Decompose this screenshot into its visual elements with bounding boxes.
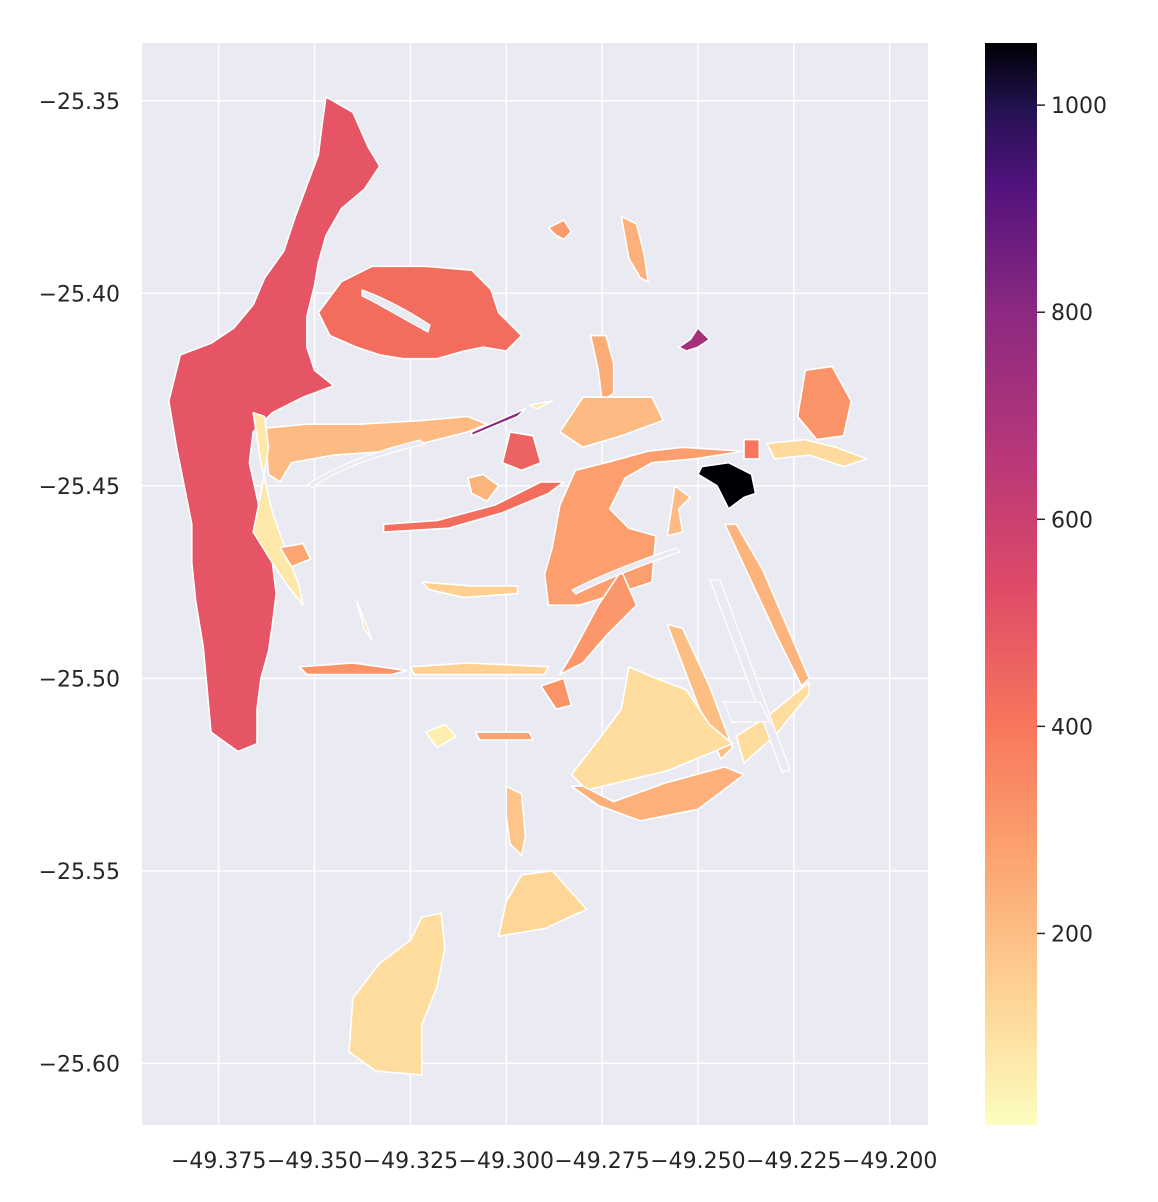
region-12 xyxy=(298,662,408,676)
colorbar-tick-label-0: 200 xyxy=(1051,922,1093,947)
x-tick-label-3: −49.300 xyxy=(459,1149,554,1174)
region-3 xyxy=(501,431,542,472)
region-holes xyxy=(307,289,791,773)
region-22 xyxy=(559,569,638,676)
x-tick-label-5: −49.250 xyxy=(650,1149,745,1174)
colorbar-ticks: 200 400 600 800 1000 xyxy=(1037,94,1107,947)
road-gap xyxy=(307,439,427,489)
y-tick-label-1: −25.40 xyxy=(39,282,120,307)
colorbar-tick-label-4: 1000 xyxy=(1051,94,1107,119)
region-1 xyxy=(317,265,523,360)
y-tick-label-5: −25.60 xyxy=(39,1052,120,1077)
region-21 xyxy=(543,446,745,606)
region-23 xyxy=(540,677,573,710)
region-9 xyxy=(467,473,500,502)
region-6 xyxy=(252,411,304,606)
map-regions xyxy=(168,96,868,1076)
region-27 xyxy=(796,365,853,441)
y-tick-label-2: −25.45 xyxy=(39,475,120,500)
region-19 xyxy=(678,327,711,352)
x-tick-label-7: −49.200 xyxy=(842,1149,937,1174)
x-tick-label-2: −49.325 xyxy=(363,1149,458,1174)
region-35 xyxy=(497,870,588,938)
y-tick-label-4: −25.55 xyxy=(39,860,120,885)
region-16 xyxy=(547,219,573,241)
x-tick-label-6: −49.225 xyxy=(746,1149,841,1174)
region-34 xyxy=(505,785,527,857)
region-2 xyxy=(263,415,488,483)
lake-hole xyxy=(361,289,431,333)
y-tick-label-0: −25.35 xyxy=(39,90,120,115)
x-tick-label-4: −49.275 xyxy=(554,1149,649,1174)
region-36 xyxy=(348,912,446,1076)
region-33 xyxy=(570,766,745,822)
x-tick-label-0: −49.375 xyxy=(171,1149,266,1174)
region-26 xyxy=(743,438,761,460)
colorbar-tick-label-1: 400 xyxy=(1051,715,1093,740)
region-24 xyxy=(666,485,692,537)
region-31 xyxy=(570,666,734,791)
region-7 xyxy=(279,542,312,568)
region-20 xyxy=(559,396,665,449)
region-0 xyxy=(168,96,381,753)
region-4 xyxy=(470,408,527,437)
region-8 xyxy=(382,481,565,533)
x-tick-label-1: −49.350 xyxy=(267,1149,362,1174)
region-10 xyxy=(421,581,519,599)
region-18 xyxy=(589,334,615,402)
x-axis-ticks: −49.375 −49.350 −49.325 −49.300 −49.275 −49.2… xyxy=(171,1149,937,1174)
region-30 xyxy=(666,623,734,760)
colorbar-tick-label-2: 600 xyxy=(1051,508,1093,533)
region-17 xyxy=(620,215,649,283)
region-5 xyxy=(528,400,554,410)
colorbar xyxy=(985,43,1037,1125)
region-29 xyxy=(724,523,810,687)
colorbar-tick-label-3: 800 xyxy=(1051,301,1093,326)
y-tick-label-3: −25.50 xyxy=(39,667,120,692)
region-14 xyxy=(424,723,458,749)
region-15 xyxy=(474,731,534,741)
region-25 xyxy=(697,461,757,510)
region-11 xyxy=(355,600,373,641)
region-13 xyxy=(409,662,550,676)
airport-plaza xyxy=(723,701,771,723)
road-gap-south xyxy=(571,547,682,595)
y-axis-ticks: −25.35 −25.40 −25.45 −25.50 −25.55 −25.60 xyxy=(39,90,120,1078)
region-28 xyxy=(766,438,868,468)
